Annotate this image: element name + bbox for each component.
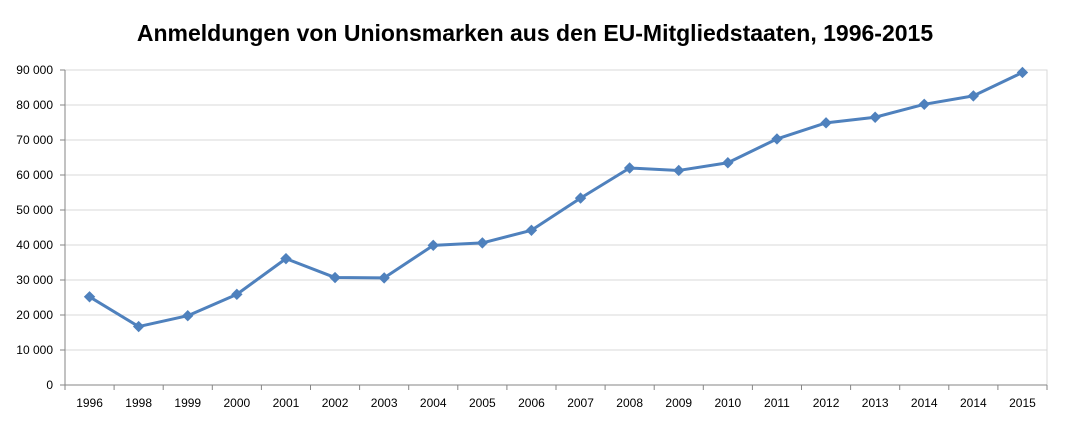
x-tick-label: 2010 [714, 396, 741, 410]
data-point [722, 157, 734, 169]
y-tick-label: 20 000 [16, 308, 53, 322]
y-tick-label: 10 000 [16, 343, 53, 357]
data-point [378, 272, 390, 284]
x-tick-label: 2015 [1009, 396, 1036, 410]
data-point [83, 291, 96, 303]
data-point [1016, 66, 1029, 79]
x-tick-label: 2006 [518, 396, 545, 410]
data-point [182, 309, 194, 322]
data-point [329, 271, 341, 284]
x-tick-label: 2013 [862, 396, 889, 410]
x-tick-label: 2004 [420, 396, 447, 410]
data-point [623, 162, 636, 174]
x-tick-label: 1996 [76, 396, 103, 410]
data-point [231, 288, 243, 301]
data-point [476, 237, 489, 249]
data-point [869, 111, 881, 123]
data-point [771, 133, 783, 145]
data-point [967, 90, 980, 102]
y-tick-label: 0 [46, 378, 53, 392]
plot-area-border [64, 69, 1048, 386]
data-point [820, 117, 832, 129]
x-tick-label: 2008 [616, 396, 643, 410]
x-tick-label: 2007 [567, 396, 594, 410]
data-point [673, 164, 685, 177]
x-tick-label: 2009 [665, 396, 692, 410]
data-point [525, 224, 538, 237]
x-tick-label: 2001 [273, 396, 300, 410]
series-line [88, 71, 1024, 329]
data-point [918, 98, 930, 111]
x-tick-label: 2012 [813, 396, 840, 410]
x-tick-label: 2005 [469, 396, 496, 410]
y-tick-label: 60 000 [16, 168, 53, 182]
y-tick-label: 30 000 [16, 273, 53, 287]
data-point [132, 320, 145, 333]
y-tick-label: 80 000 [16, 98, 53, 112]
x-tick-label: 2000 [223, 396, 250, 410]
x-tick-label: 2011 [764, 396, 790, 410]
x-tick-label: 1998 [125, 396, 152, 410]
y-tick-label: 40 000 [16, 238, 53, 252]
y-tick-label: 90 000 [16, 63, 53, 77]
y-tick-label: 50 000 [16, 203, 53, 217]
chart-title: Anmeldungen von Unionsmarken aus den EU-… [136, 20, 934, 46]
x-tick-label: 2002 [322, 396, 349, 410]
data-point [427, 239, 439, 252]
data-point [574, 192, 587, 204]
x-tick-label: 2003 [371, 396, 398, 410]
data-point [280, 252, 292, 265]
x-tick-label: 2014 [911, 396, 938, 410]
y-tick-label: 70 000 [16, 133, 53, 147]
x-tick-label: 2014 [960, 396, 987, 410]
x-tick-label: 1999 [174, 396, 201, 410]
